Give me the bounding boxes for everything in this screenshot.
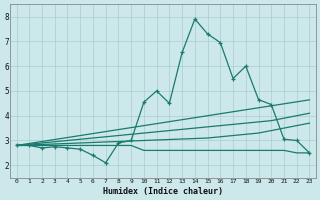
X-axis label: Humidex (Indice chaleur): Humidex (Indice chaleur) — [103, 187, 223, 196]
